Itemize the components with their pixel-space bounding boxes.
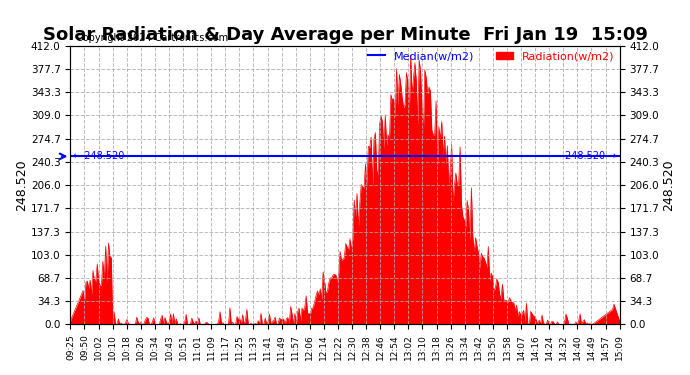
Y-axis label: 248.520: 248.520 (662, 159, 675, 211)
Legend: Median(w/m2), Radiation(w/m2): Median(w/m2), Radiation(w/m2) (364, 47, 618, 66)
Text: 248.520 →: 248.520 → (566, 152, 617, 161)
Title: Solar Radiation & Day Average per Minute  Fri Jan 19  15:09: Solar Radiation & Day Average per Minute… (43, 26, 647, 44)
Text: Copyright 2024 Cartronics.com: Copyright 2024 Cartronics.com (76, 33, 228, 43)
Text: ← 248.520: ← 248.520 (73, 152, 125, 161)
Y-axis label: 248.520: 248.520 (15, 159, 28, 211)
